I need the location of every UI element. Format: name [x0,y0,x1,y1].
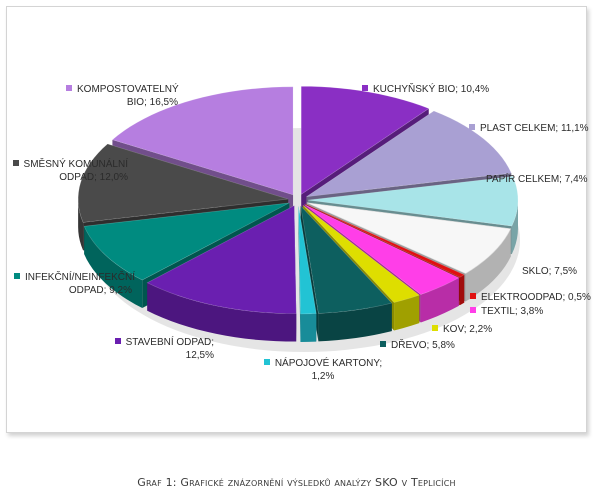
label-text: KUCHYŇSKÝ BIO; 10,4% [373,84,490,95]
slice-textil [304,204,460,295]
legend-swatch [114,338,121,344]
legend-swatch [432,325,438,331]
chart-caption: Graf 1: Grafické znázornění výsledků ana… [137,476,456,489]
legend-swatch [380,341,386,347]
slice-kompostovatelny-bio [111,86,294,196]
label-textil: TEXTIL; 3,8% [470,305,543,318]
label-kuchynsky-bio: KUCHYŇSKÝ BIO; 10,4% [362,83,489,96]
legend-swatch [362,85,368,91]
legend-swatch [14,273,20,279]
label-text: STAVEBNÍ ODPAD; [125,337,214,348]
slice-kov [302,204,420,303]
slice-drevo [300,204,393,314]
label-text: SMĚSNÝ KOMUNÁLNÍ [23,159,128,170]
label-stavebni-odpad: STAVEBNÍ ODPAD; 12,5% [104,336,214,362]
label-text: SKLO; 7,5% [522,266,578,277]
label-smesny-komunalni: SMĚSNÝ KOMUNÁLNÍ ODPAD; 12,0% [12,158,128,184]
slice-kuchynsky-bio [300,86,430,195]
slice-napojove-kartony [298,205,317,315]
slice-papir-celkem [307,176,519,227]
slice-stavebni-odpad [146,205,297,314]
legend-swatch [469,124,475,130]
label-value: 12,5% [185,350,214,361]
label-papir-celkem: PAPÍR CELKEM; 7,4% [486,173,588,186]
label-text: DŘEVO; 5,8% [391,340,455,351]
label-text: PAPÍR CELKEM; 7,4% [486,174,588,185]
label-drevo: DŘEVO; 5,8% [380,339,455,352]
legend-swatch [263,359,270,365]
label-text: KOMPOSTOVATELNÝ [77,84,179,95]
slice-elektroodpad [305,203,465,278]
label-plast-celkem: PLAST CELKEM; 11,1% [469,122,589,135]
label-value: ODPAD; 12,0% [59,172,128,183]
slice-plast-celkem [306,110,512,198]
slice-smesny-komunalni-odpad [77,143,289,223]
label-infekcni-odpad: INFEKČNÍ/NEINFEKČNÍ ODPAD; 9,2% [14,271,136,297]
legend-swatch [470,307,476,313]
slice-sklo [306,202,512,274]
label-text: INFEKČNÍ/NEINFEKČNÍ [25,272,136,283]
label-napojove-kartony: NÁPOJOVÉ KARTONY; 1,2% [248,357,398,383]
label-value: BIO; 16,5% [126,97,178,108]
legend-swatch [470,293,476,299]
legend-swatch [12,160,19,166]
label-kompostovatelny-bio: KOMPOSTOVATELNÝ BIO; 16,5% [66,83,179,109]
pie-chart [77,86,520,352]
legend-swatch [66,85,72,91]
label-text: ELEKTROODPAD; 0,5% [481,292,591,303]
label-text: KOV; 2,2% [443,324,493,335]
label-kov: KOV; 2,2% [432,323,492,336]
label-value: 1,2% [311,371,335,382]
label-text: NÁPOJOVÉ KARTONY; [274,358,383,369]
slice-infekcni-neinfekcni-odpad [83,202,290,281]
label-text: TEXTIL; 3,8% [481,306,544,317]
label-sklo: SKLO; 7,5% [522,265,577,278]
label-text: PLAST CELKEM; 11,1% [480,123,589,134]
label-elektroodpad: ELEKTROODPAD; 0,5% [470,291,591,304]
label-value: ODPAD; 9,2% [68,285,132,296]
